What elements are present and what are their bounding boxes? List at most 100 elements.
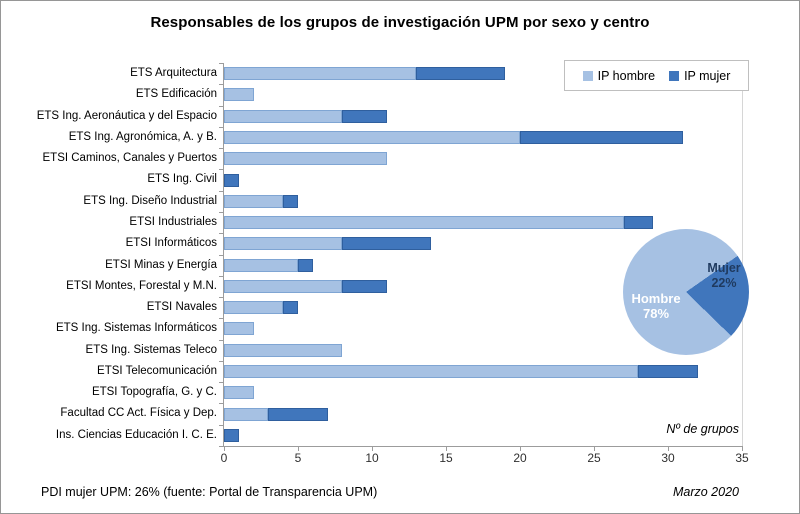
bar-segment-mujer <box>342 279 387 293</box>
x-axis-tick <box>742 447 743 451</box>
bar-row <box>224 194 298 208</box>
x-axis-tick-label: 15 <box>439 451 453 465</box>
bar-row <box>224 88 254 102</box>
bar-segment-hombre <box>224 386 254 400</box>
x-axis-tick-label: 35 <box>735 451 749 465</box>
footer-note: PDI mujer UPM: 26% (fuente: Portal de Tr… <box>41 485 378 499</box>
y-axis-tick <box>219 105 223 107</box>
pie-label-mujer-pct: 22% <box>711 275 737 290</box>
bar-row <box>224 109 387 123</box>
category-label: ETS Ing. Sistemas Teleco <box>85 343 217 356</box>
x-axis-tick <box>224 447 225 451</box>
bar-row <box>224 216 654 230</box>
category-label: ETSI Informáticos <box>125 237 217 250</box>
x-axis-tick <box>668 447 669 451</box>
y-axis-tick <box>219 339 223 341</box>
bar-segment-mujer <box>638 365 698 379</box>
bar-plot-area <box>224 63 742 446</box>
pie-label-mujer: Mujer 22% <box>693 261 755 291</box>
y-axis-tick <box>219 403 223 405</box>
bar-segment-mujer <box>520 130 683 144</box>
x-axis-title: Nº de grupos <box>666 422 739 436</box>
y-axis-tick <box>219 63 223 64</box>
category-label: ETS Ing. Civil <box>147 173 217 186</box>
bar-row <box>224 301 298 315</box>
category-axis-labels: ETS Arquitectura ETS Edificación ETS Ing. … <box>1 63 217 446</box>
category-label: ETSI Navales <box>146 301 217 314</box>
legend-item: IP hombre <box>582 69 655 83</box>
category-label: ETS Edificación <box>135 88 217 101</box>
bar-row <box>224 365 698 379</box>
x-axis-tick <box>520 447 521 451</box>
category-label: ETS Ing. Sistemas Informáticos <box>55 322 217 335</box>
y-axis-tick <box>219 126 223 128</box>
bar-row <box>224 152 387 166</box>
bar-row <box>224 130 683 144</box>
bar-row <box>224 258 313 272</box>
bar-row <box>224 386 254 400</box>
y-axis-tick <box>219 233 223 235</box>
category-label: Facultad CC Act. Física y Dep. <box>60 407 217 420</box>
y-axis-tick <box>219 446 223 447</box>
bar-segment-hombre <box>224 407 269 421</box>
bar-segment-mujer <box>224 428 239 442</box>
category-label: ETS Ing. Diseño Industrial <box>83 194 217 207</box>
bar-segment-hombre <box>224 301 284 315</box>
pie-label-hombre: Hombre 78% <box>619 291 693 322</box>
x-axis-tick-label: 20 <box>513 451 527 465</box>
y-axis-tick <box>219 211 223 213</box>
y-axis-tick <box>219 424 223 426</box>
category-label: Ins. Ciencias Educación I. C. E. <box>55 428 217 441</box>
y-axis-tick <box>219 254 223 256</box>
bar-segment-mujer <box>623 216 654 230</box>
legend-swatch <box>582 70 593 81</box>
bar-row <box>224 343 343 357</box>
y-axis-line <box>223 63 224 447</box>
bar-segment-hombre <box>224 152 387 166</box>
x-axis-tick-label: 0 <box>220 451 228 465</box>
bar-segment-hombre <box>224 109 343 123</box>
legend: IP hombre IP mujer <box>564 60 749 91</box>
bar-segment-hombre <box>224 67 417 81</box>
bar-segment-mujer <box>416 67 506 81</box>
bar-segment-mujer <box>342 237 432 251</box>
x-axis-line <box>223 446 743 447</box>
y-axis-tick <box>219 84 223 86</box>
bar-row <box>224 322 254 336</box>
bar-segment-hombre <box>224 343 343 357</box>
y-axis-tick <box>219 275 223 277</box>
x-axis-tick-label: 30 <box>661 451 675 465</box>
y-axis-tick <box>219 169 223 171</box>
bar-segment-hombre <box>224 88 254 102</box>
bar-segment-mujer <box>298 258 313 272</box>
x-axis-tick-label: 25 <box>587 451 601 465</box>
bar-row <box>224 407 328 421</box>
legend-label: IP mujer <box>684 68 731 83</box>
legend-swatch <box>669 70 680 81</box>
bar-row <box>224 67 506 81</box>
bar-segment-hombre <box>224 216 624 230</box>
bar-segment-mujer <box>283 194 298 208</box>
y-axis-tick <box>219 318 223 320</box>
footer-date: Marzo 2020 <box>672 485 739 499</box>
category-label: ETS Ing. Aeronáutica y del Espacio <box>36 109 217 122</box>
bar-segment-mujer <box>268 407 328 421</box>
y-axis-tick <box>219 297 223 299</box>
pie-chart <box>623 229 749 355</box>
category-label: ETSI Minas y Energía <box>105 258 217 271</box>
x-axis-tick <box>594 447 595 451</box>
bar-segment-hombre <box>224 130 520 144</box>
category-label: ETS Arquitectura <box>130 67 217 79</box>
plot-right-border <box>742 63 743 446</box>
category-label: ETSI Telecomunicación <box>97 364 217 377</box>
y-axis-tick <box>219 190 223 192</box>
x-axis-tick <box>298 447 299 451</box>
bar-segment-hombre <box>224 322 254 336</box>
bar-segment-mujer <box>283 301 298 315</box>
bar-row <box>224 237 432 251</box>
bar-row <box>224 428 239 442</box>
category-label: ETSI Industriales <box>129 215 217 228</box>
x-axis-tick <box>372 447 373 451</box>
bar-segment-hombre <box>224 194 284 208</box>
